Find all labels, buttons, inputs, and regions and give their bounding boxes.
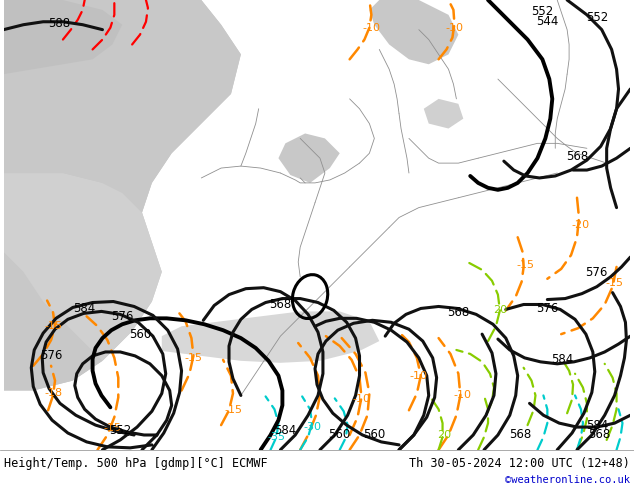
Text: -15: -15 <box>224 405 242 416</box>
Text: 576: 576 <box>111 310 133 323</box>
Text: ©weatheronline.co.uk: ©weatheronline.co.uk <box>505 475 630 485</box>
Text: 584: 584 <box>74 302 96 315</box>
Text: 584: 584 <box>586 418 608 432</box>
Polygon shape <box>424 99 463 128</box>
Text: 552: 552 <box>531 5 553 18</box>
Text: 20: 20 <box>493 305 507 316</box>
Text: 584: 584 <box>551 353 573 367</box>
Polygon shape <box>4 0 241 391</box>
Text: -10: -10 <box>453 391 471 400</box>
Text: -15: -15 <box>184 353 202 363</box>
Text: 552: 552 <box>109 423 131 437</box>
Text: -20: -20 <box>572 220 590 230</box>
Text: 568: 568 <box>588 428 611 441</box>
Text: 560: 560 <box>363 428 385 441</box>
Polygon shape <box>4 0 241 213</box>
Text: 576: 576 <box>40 349 62 363</box>
Text: -35: -35 <box>268 432 285 442</box>
Text: -30: -30 <box>303 422 321 432</box>
Polygon shape <box>370 0 458 64</box>
Text: 544: 544 <box>536 15 559 28</box>
Polygon shape <box>4 252 103 450</box>
Text: 584: 584 <box>275 423 297 437</box>
Text: 560: 560 <box>328 428 351 441</box>
Text: 588: 588 <box>48 17 70 30</box>
Text: 568: 568 <box>510 428 532 441</box>
Polygon shape <box>278 133 340 183</box>
Text: -15: -15 <box>103 423 121 433</box>
Text: -10: -10 <box>410 370 428 381</box>
Text: 576: 576 <box>586 267 608 279</box>
Text: -18: -18 <box>44 389 62 398</box>
Text: -10: -10 <box>353 394 370 404</box>
Text: Height/Temp. 500 hPa [gdmp][°C] ECMWF: Height/Temp. 500 hPa [gdmp][°C] ECMWF <box>4 457 268 470</box>
Text: 576: 576 <box>536 302 559 315</box>
Text: -15: -15 <box>517 260 534 270</box>
Text: 560: 560 <box>129 328 151 341</box>
Text: Th 30-05-2024 12:00 UTC (12+48): Th 30-05-2024 12:00 UTC (12+48) <box>409 457 630 470</box>
Text: 568: 568 <box>566 150 588 163</box>
Polygon shape <box>4 0 122 74</box>
Text: -15: -15 <box>44 321 62 331</box>
Text: 552: 552 <box>586 11 608 24</box>
Polygon shape <box>4 173 162 361</box>
Text: -10: -10 <box>363 23 380 33</box>
Text: 20: 20 <box>437 430 451 440</box>
Text: -15: -15 <box>605 278 624 288</box>
Text: 568: 568 <box>447 306 470 319</box>
Text: 568: 568 <box>269 298 292 311</box>
Polygon shape <box>162 312 379 363</box>
Text: -10: -10 <box>446 23 463 33</box>
